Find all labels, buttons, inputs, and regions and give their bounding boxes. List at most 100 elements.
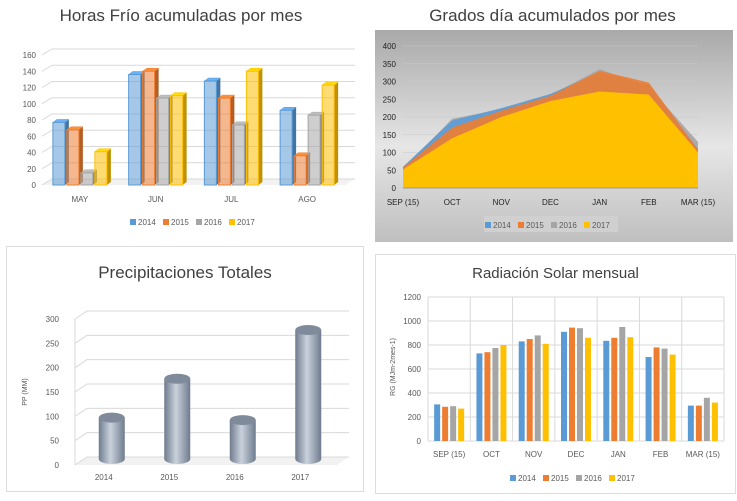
bar-SEP (15)-2015 bbox=[442, 406, 449, 441]
legend-swatch-2014 bbox=[130, 219, 136, 225]
bar-AGO-2014 bbox=[279, 109, 293, 186]
gridline bbox=[41, 81, 355, 88]
legend-swatch-2017 bbox=[609, 475, 615, 481]
bar-MAR (15)-2017 bbox=[711, 402, 718, 441]
gridline bbox=[74, 456, 349, 466]
y-tick-label: 160 bbox=[23, 51, 37, 60]
legend-label-2014: 2014 bbox=[518, 474, 536, 483]
bar-FEB-2015 bbox=[653, 347, 660, 441]
legend-label-2017: 2017 bbox=[237, 218, 255, 227]
bar-NOV-2014 bbox=[518, 341, 525, 441]
bar-JAN-2017 bbox=[627, 337, 634, 441]
y-tick-label: 0 bbox=[55, 461, 60, 470]
x-tick-label: AGO bbox=[298, 195, 316, 204]
bar-MAY-2017 bbox=[94, 151, 108, 186]
cylinder-body-2015 bbox=[164, 378, 191, 464]
legend-swatch-2014 bbox=[510, 475, 516, 481]
y-tick-label: 0 bbox=[32, 181, 37, 190]
gridline bbox=[74, 407, 349, 417]
bar-SEP (15)-2016 bbox=[450, 406, 457, 441]
bar-NOV-2016 bbox=[534, 335, 541, 441]
chart-floor bbox=[42, 179, 355, 185]
y-tick-label: 300 bbox=[46, 315, 60, 324]
bar-MAR (15)-2015 bbox=[695, 405, 702, 441]
y-tick-label: 200 bbox=[383, 113, 397, 122]
y-tick-label: 100 bbox=[46, 412, 60, 421]
gridline bbox=[74, 310, 349, 320]
y-tick-label: 40 bbox=[27, 149, 36, 158]
y-tick-label: 600 bbox=[408, 365, 422, 374]
bar-JAN-2014 bbox=[603, 340, 610, 441]
bar-FEB-2017 bbox=[669, 354, 676, 441]
gridline bbox=[74, 432, 349, 442]
x-tick-label: JUN bbox=[148, 195, 164, 204]
bar-side bbox=[334, 82, 339, 185]
chart-horas-frio: Horas Frío acumuladas por mes 0 20 40 60 80 1… bbox=[0, 0, 362, 238]
bar-JAN-2016 bbox=[619, 327, 626, 441]
legend-label-2015: 2015 bbox=[526, 221, 544, 230]
y-tick-label: 20 bbox=[27, 165, 36, 174]
y-tick-label: 800 bbox=[408, 341, 422, 350]
x-tick-label: SEP (15) bbox=[387, 198, 420, 207]
y-tick-label: 120 bbox=[23, 84, 37, 93]
bar-MAY-2014 bbox=[52, 121, 66, 186]
cylinder-top-2016 bbox=[229, 415, 256, 426]
legend-swatch-2015 bbox=[163, 219, 169, 225]
legend-label-2015: 2015 bbox=[551, 474, 569, 483]
x-tick-label: NOV bbox=[525, 450, 543, 459]
chart-floor bbox=[75, 457, 349, 465]
chart-precipitaciones-plot: 0 50 100 150 200 250 300 PP (MM) 2014 2015 2016 201… bbox=[22, 310, 349, 482]
bar-DEC-2015 bbox=[569, 327, 575, 441]
y-tick-label: 1000 bbox=[403, 317, 421, 326]
x-tick-label: FEB bbox=[653, 450, 669, 459]
legend-swatch-2016 bbox=[576, 475, 582, 481]
legend-label-2014: 2014 bbox=[493, 221, 511, 230]
bar-FEB-2016 bbox=[661, 348, 668, 441]
legend-swatch-2017 bbox=[584, 222, 590, 228]
bar-side bbox=[258, 68, 263, 185]
y-tick-label: 400 bbox=[383, 42, 397, 51]
y-tick-label: 0 bbox=[417, 437, 422, 446]
y-tick-label: 250 bbox=[383, 95, 397, 104]
chart-precipitaciones: Precipitaciones Totales 0 50 100 150 200 250 3… bbox=[6, 246, 364, 492]
y-tick-label: 350 bbox=[383, 60, 397, 69]
bar-AGO-2016 bbox=[307, 114, 321, 186]
y-tick-label: 100 bbox=[383, 149, 397, 158]
bar-JUL-2017 bbox=[245, 70, 259, 186]
legend-label-2017: 2017 bbox=[617, 474, 635, 483]
legend-swatch-2016 bbox=[196, 219, 202, 225]
bar-MAY-2016 bbox=[80, 172, 94, 186]
area-series-2017 bbox=[403, 91, 698, 188]
chart-title: Grados día acumulados por mes bbox=[429, 6, 676, 25]
bar-SEP (15)-2017 bbox=[458, 408, 465, 441]
chart-grados-dia-plot: 0 50 100 150 200 250 300 350 400 SEP (15) OCT NOV DE… bbox=[383, 42, 715, 232]
legend-label-2016: 2016 bbox=[584, 474, 602, 483]
legend-swatch-2014 bbox=[485, 222, 491, 228]
x-tick-label: NOV bbox=[493, 198, 511, 207]
bar-NOV-2015 bbox=[526, 339, 533, 441]
legend-swatch-2015 bbox=[518, 222, 524, 228]
x-tick-label: 2015 bbox=[160, 473, 178, 482]
legend-label-2017: 2017 bbox=[592, 221, 610, 230]
x-tick-label: DEC bbox=[542, 198, 559, 207]
chart-title: Precipitaciones Totales bbox=[98, 263, 272, 282]
gridline bbox=[74, 383, 349, 393]
bar-AGO-2015 bbox=[293, 155, 307, 186]
y-tick-label: 200 bbox=[46, 364, 60, 373]
y-tick-label: 300 bbox=[383, 78, 397, 87]
y-tick-label: 250 bbox=[46, 339, 60, 348]
gridline bbox=[74, 359, 349, 369]
x-tick-label: 2014 bbox=[95, 473, 113, 482]
y-tick-label: 400 bbox=[408, 389, 422, 398]
y-tick-label: 60 bbox=[27, 132, 36, 141]
y-axis-title: PP (MM) bbox=[22, 378, 29, 405]
legend-label-2014: 2014 bbox=[138, 218, 156, 227]
bar-JUN-2014 bbox=[128, 74, 142, 186]
bar-side bbox=[182, 92, 187, 185]
y-tick-label: 140 bbox=[23, 67, 37, 76]
bar-MAR (15)-2016 bbox=[703, 397, 710, 441]
bar-MAR (15)-2014 bbox=[687, 405, 694, 441]
bar-side bbox=[106, 148, 111, 185]
x-tick-label: JAN bbox=[611, 450, 626, 459]
x-tick-label: JAN bbox=[592, 198, 607, 207]
